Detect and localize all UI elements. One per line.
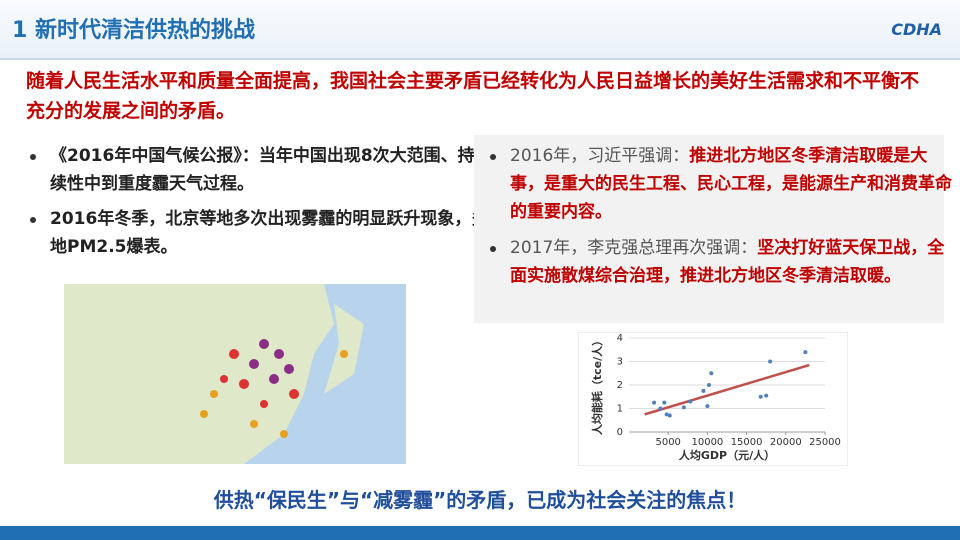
x-tick-label: 10000 (691, 437, 723, 448)
x-axis-label: 人均GDP（元/人） (679, 448, 775, 462)
header-bar (0, 0, 960, 60)
point (758, 394, 763, 399)
bullet-emphasis: 推进北方地区冬季清洁取暖是大事，是重大的民生工程、民心工程，是能源生产和消费革命… (510, 146, 952, 222)
x-tick-label: 25000 (809, 437, 841, 448)
scatter-chart: 0 1 2 3 4 5000 10000 15000 20000 25000 人均GDP（元/人） 人… (578, 332, 848, 466)
quote-box (474, 135, 944, 323)
intro-text: 随着人民生活水平和质量全面提高，我国社会主要矛盾已经转化为人民日益增长的美好生活… (26, 70, 920, 122)
point (705, 404, 710, 409)
point (764, 393, 769, 398)
point (688, 399, 693, 404)
x-tick-label: 20000 (770, 437, 802, 448)
y-tick-label: 4 (617, 333, 623, 344)
point (652, 400, 657, 405)
point (667, 413, 672, 418)
x-tick-label: 5000 (655, 437, 680, 448)
y-tick-label: 3 (617, 357, 623, 368)
y-tick-label: 2 (617, 380, 623, 391)
point (664, 412, 669, 417)
point (706, 383, 711, 387)
point (768, 359, 773, 364)
slide-title: 1 新时代清洁供热的挑战 (12, 18, 255, 43)
map-image (64, 284, 406, 464)
bullet-emphasis: 坚决打好蓝天保卫战，全面实施散煤综合治理，推进北方地区冬季清洁取暖。 (510, 238, 945, 286)
conclusion: 供热“保民生”与“减雾霾”的矛盾，已成为社会关注的焦点！ (213, 488, 747, 512)
y-tick-label: 1 (617, 404, 623, 415)
point (681, 405, 686, 410)
bullet-lead: 2017年，李克强总理再次强调： (510, 238, 758, 258)
bullet: 2016年，习近平强调：推进北方地区冬季清洁取暖是大事，是重大的民生工程、民心工… (484, 142, 960, 226)
trendline (644, 363, 810, 416)
bullet: 2017年，李克强总理再次强调：坚决打好蓝天保卫战，全面实施散煤综合治理，推进北… (484, 234, 960, 290)
x-tick-label: 15000 (731, 437, 763, 448)
point (803, 350, 808, 355)
point (658, 406, 663, 411)
logo: CDHA (891, 20, 942, 39)
bullet: 2016年冬季，北京等地多次出现雾霾的明显跃升现象，多地PM2.5爆表。 (24, 205, 490, 261)
point (662, 400, 667, 405)
y-axis-label: 人均能耗（tce/人） (590, 335, 604, 435)
point (701, 388, 706, 393)
y-tick-label: 0 (617, 427, 623, 438)
bullet: 《2016年中国气候公报》：当年中国出现8次大范围、持续性中到重度霾天气过程。 (24, 142, 490, 198)
point (709, 371, 714, 376)
footer-bar (0, 526, 960, 540)
bullet-lead: 2016年，习近平强调： (510, 146, 690, 166)
